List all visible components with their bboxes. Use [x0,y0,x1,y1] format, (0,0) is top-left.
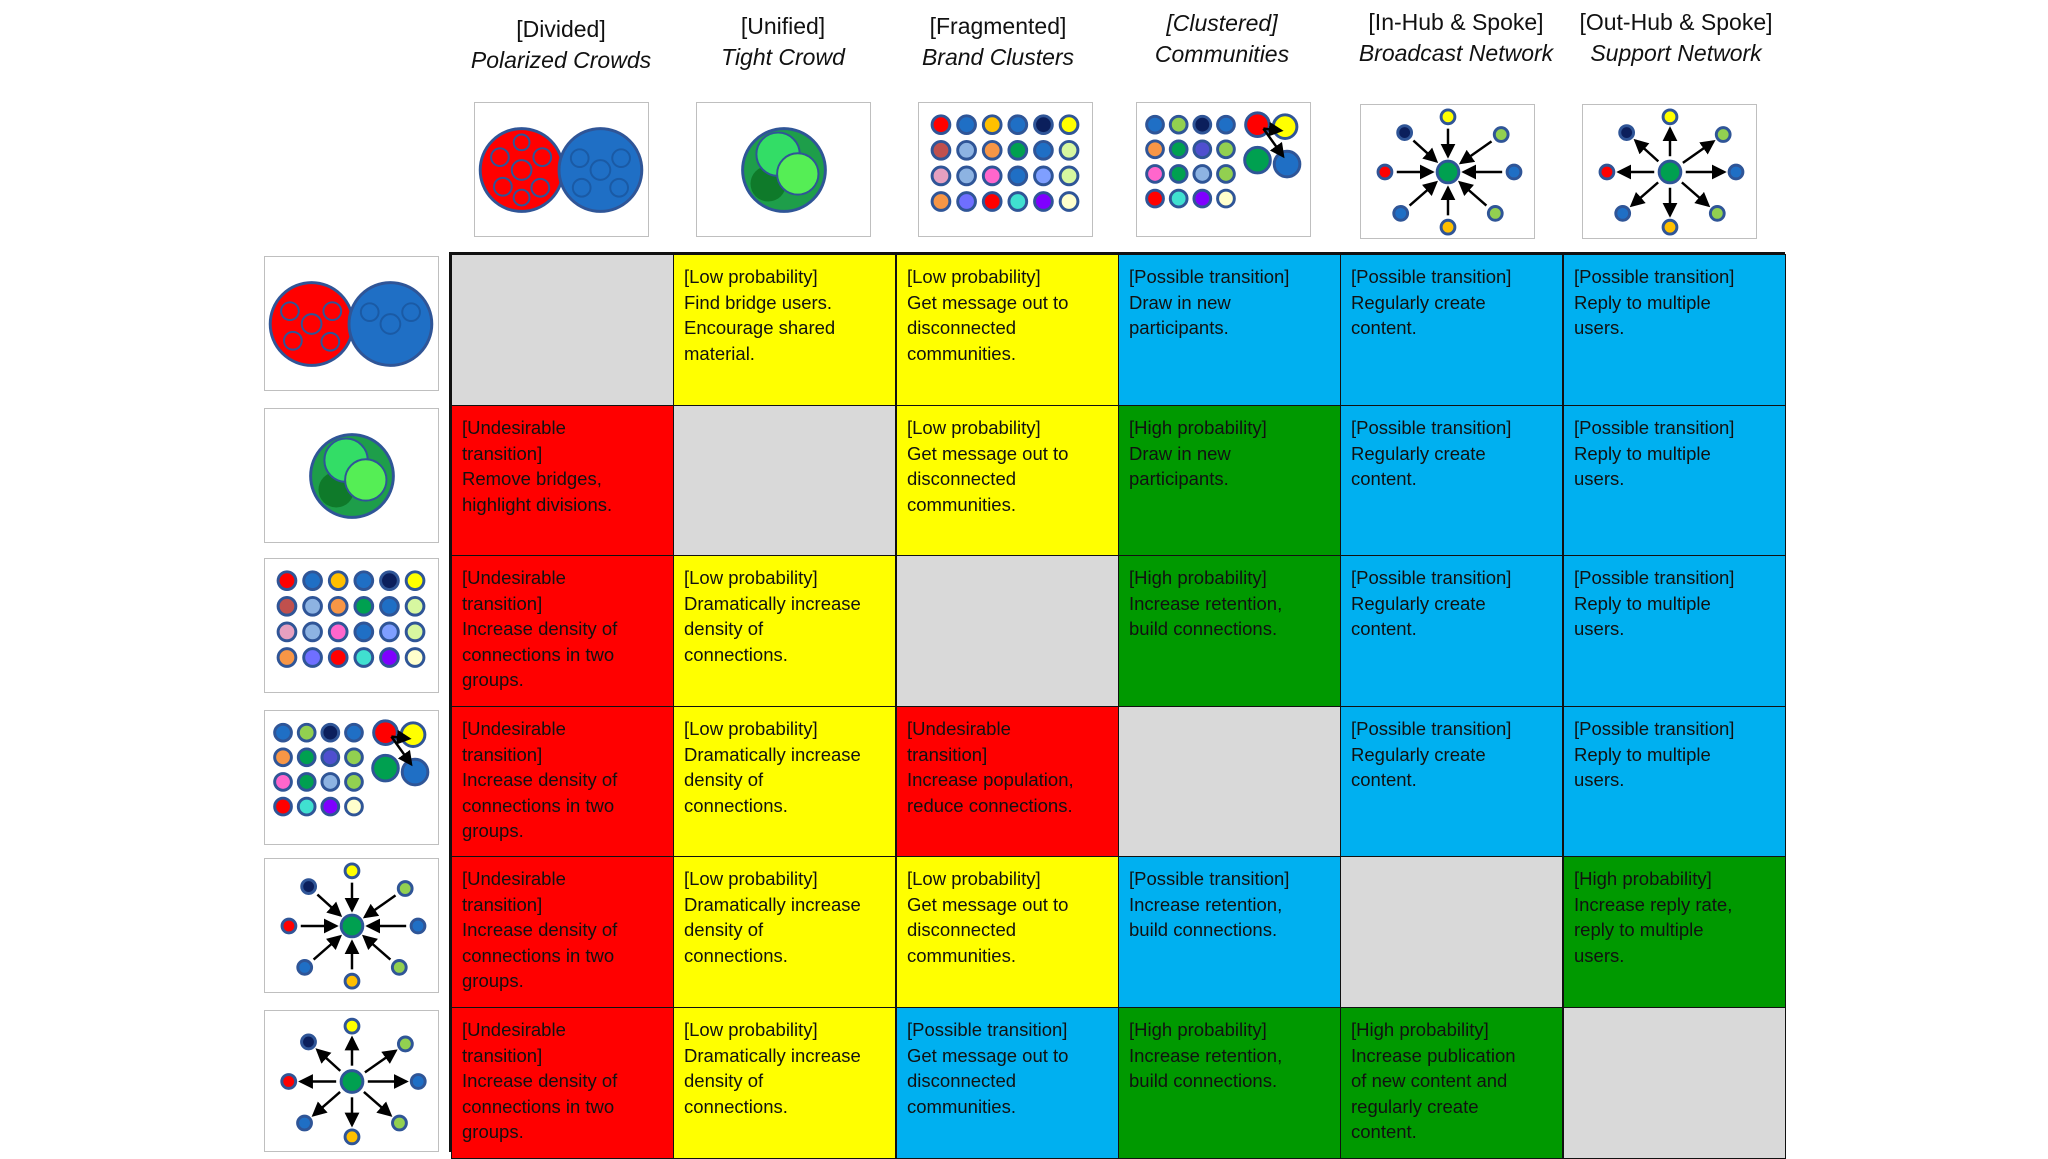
polarized-crowds-graphic [478,127,644,213]
column-header-clustered: [Clustered] Communities [1111,8,1333,70]
in-hub-spoke-graphic [1376,108,1523,236]
out-hub-spoke-graphic [1598,108,1745,236]
matrix-cell: [High probability] Draw in new participa… [1118,405,1341,557]
matrix-cell: [Possible transition] Reply to multiple … [1563,254,1786,406]
transition-matrix: [Low probability] Find bridge users. Enc… [449,252,1786,1159]
column-header-sublabel: Communities [1154,41,1290,67]
matrix-cell [1563,1007,1786,1159]
row-icon-in-hub-spoke [264,858,439,993]
row-icon-community-clusters [264,710,439,845]
column-header-sublabel: Brand Clusters [921,44,1075,70]
column-header-label: [Divided] [516,16,606,42]
brand-clusters-icon [918,102,1093,237]
matrix-cell: [Undesirable transition] Increase densit… [451,1007,674,1159]
matrix-cell: [Undesirable transition] Increase densit… [451,706,674,858]
matrix-cell [1340,856,1563,1008]
matrix-cell: [Undesirable transition] Increase densit… [451,555,674,707]
column-header-fragmented: [Fragmented] Brand Clusters [887,11,1109,73]
column-header-label: [Out-Hub & Spoke] [1579,9,1773,35]
matrix-cell: [Possible transition] Regularly create c… [1340,555,1563,707]
matrix-cell: [Low probability] Get message out to dis… [896,856,1119,1008]
column-header-out-hub-spoke: [Out-Hub & Spoke] Support Network [1560,7,1792,69]
matrix-cell: [High probability] Increase retention, b… [1118,1007,1341,1159]
row-icon-polarized-crowds [264,256,439,391]
in-hub-spoke-graphic [280,862,427,990]
column-header-divided: [Divided] Polarized Crowds [450,14,672,76]
column-header-label: [In-Hub & Spoke] [1368,9,1544,35]
matrix-cell: [Low probability] Dramatically increase … [673,555,896,707]
matrix-cell: [Possible transition] Increase retention… [1118,856,1341,1008]
matrix-cell: [Low probability] Dramatically increase … [673,706,896,858]
matrix-cell: [Possible transition] Reply to multiple … [1563,555,1786,707]
matrix-cell [1118,706,1341,858]
matrix-cell: [High probability] Increase publication … [1340,1007,1563,1159]
community-clusters-graphic [273,719,430,817]
column-header-sublabel: Support Network [1590,40,1762,66]
matrix-cell: [Undesirable transition] Increase popula… [896,706,1119,858]
brand-clusters-graphic [276,570,426,668]
community-clusters-graphic [1145,111,1302,209]
matrix-cell: [Possible transition] Draw in new partic… [1118,254,1341,406]
matrix-cell [451,254,674,406]
column-header-sublabel: Tight Crowd [721,44,845,70]
polarized-crowds-graphic [268,281,434,367]
matrix-cell: [Possible transition] Reply to multiple … [1563,405,1786,557]
matrix-cell [896,555,1119,707]
matrix-cell: [Low probability] Dramatically increase … [673,856,896,1008]
column-header-label: [Unified] [740,13,826,39]
matrix-cell: [High probability] Increase reply rate, … [1563,856,1786,1008]
matrix-cell: [Possible transition] Regularly create c… [1340,254,1563,406]
column-header-unified: [Unified] Tight Crowd [672,11,894,73]
matrix-cell: [Possible transition] Reply to multiple … [1563,706,1786,858]
matrix-cell: [Undesirable transition] Increase densit… [451,856,674,1008]
column-header-in-hub-spoke: [In-Hub & Spoke] Broadcast Network [1342,7,1570,69]
matrix-cell: [Low probability] Get message out to dis… [896,254,1119,406]
matrix-cell [673,405,896,557]
row-icon-out-hub-spoke [264,1010,439,1152]
out-hub-spoke-icon [1582,104,1757,239]
matrix-cell: [High probability] Increase retention, b… [1118,555,1341,707]
tight-crowd-graphic [309,433,395,519]
matrix-cell: [Possible transition] Get message out to… [896,1007,1119,1159]
matrix-cell: [Undesirable transition] Remove bridges,… [451,405,674,557]
matrix-cell: [Possible transition] Regularly create c… [1340,706,1563,858]
in-hub-spoke-icon [1360,104,1535,239]
polarized-crowds-icon [474,102,649,237]
brand-clusters-graphic [930,114,1080,212]
column-header-sublabel: Broadcast Network [1358,40,1554,66]
matrix-cell: [Possible transition] Regularly create c… [1340,405,1563,557]
tight-crowd-graphic [741,127,827,213]
column-header-label: [Fragmented] [929,13,1067,39]
tight-crowd-icon [696,102,871,237]
out-hub-spoke-graphic [280,1017,427,1146]
column-header-label: [Clustered] [1166,10,1278,36]
matrix-cell: [Low probability] Find bridge users. Enc… [673,254,896,406]
community-clusters-icon [1136,102,1311,237]
matrix-cell: [Low probability] Dramatically increase … [673,1007,896,1159]
matrix-cell: [Low probability] Get message out to dis… [896,405,1119,557]
row-icon-tight-crowd [264,408,439,543]
column-header-sublabel: Polarized Crowds [470,47,652,73]
row-icon-brand-clusters [264,558,439,693]
